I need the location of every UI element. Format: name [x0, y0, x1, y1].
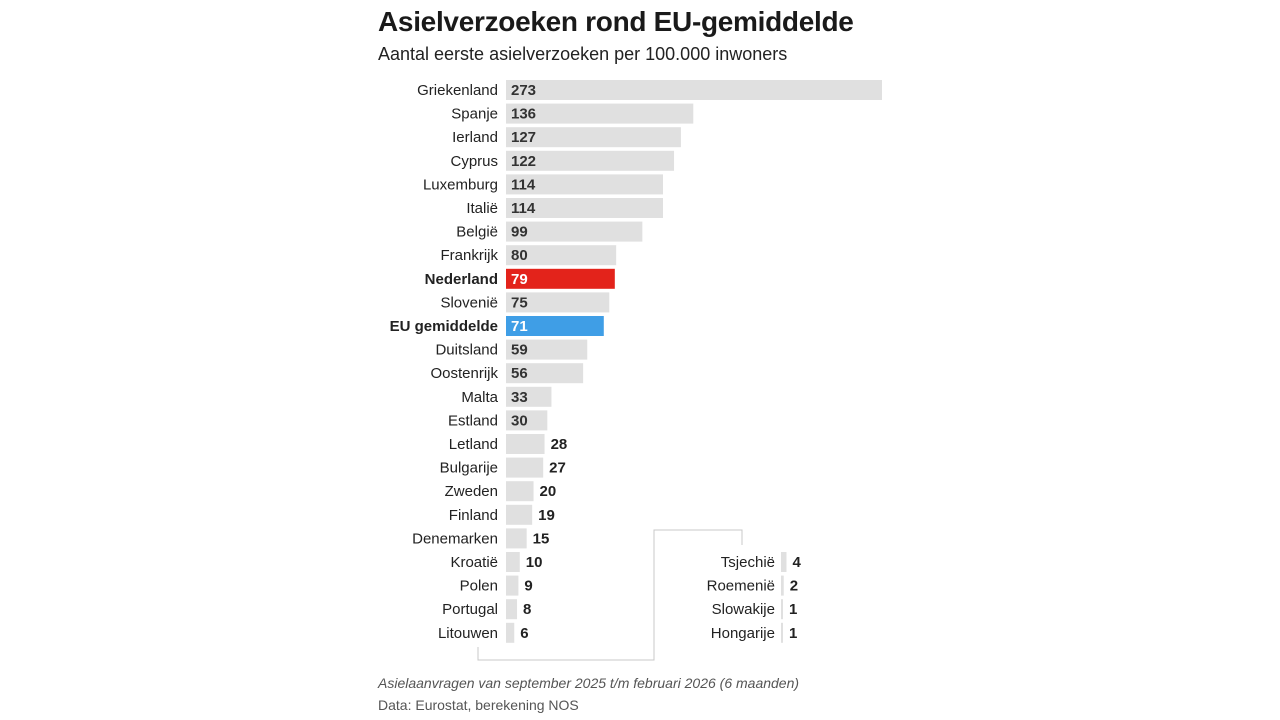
chart-subtitle: Aantal eerste asielverzoeken per 100.000…	[378, 44, 788, 64]
value-label: 20	[540, 483, 557, 500]
category-label: Luxemburg	[423, 176, 498, 193]
bar	[506, 221, 643, 242]
bar	[506, 150, 675, 171]
category-label: Denemarken	[412, 530, 498, 547]
value-label: 15	[533, 530, 550, 547]
bar	[506, 457, 544, 478]
bar	[506, 316, 604, 336]
category-label: Portugal	[442, 601, 498, 618]
connector-line	[477, 529, 743, 661]
category-label: Malta	[461, 389, 498, 406]
value-label: 273	[511, 82, 536, 99]
category-label: Kroatië	[450, 554, 498, 571]
bar	[506, 410, 548, 431]
bar	[506, 599, 518, 620]
value-label: 79	[511, 271, 528, 288]
bar	[781, 599, 783, 620]
bar	[506, 504, 533, 525]
bar	[506, 339, 588, 360]
category-label: Bulgarije	[440, 460, 498, 477]
category-label: Slovenië	[440, 294, 498, 311]
value-label: 122	[511, 153, 536, 170]
bar	[506, 528, 527, 549]
category-label: Letland	[449, 436, 498, 453]
category-label: Hongarije	[711, 625, 775, 642]
category-label: Griekenland	[417, 82, 498, 99]
bar	[506, 198, 664, 218]
category-label: Oostenrijk	[430, 365, 498, 382]
value-label: 1	[789, 601, 797, 618]
bar	[506, 622, 515, 643]
bar	[506, 103, 694, 124]
bar	[506, 552, 520, 572]
bar	[506, 245, 617, 266]
bar	[506, 268, 615, 289]
bar	[506, 363, 584, 384]
bar	[781, 575, 784, 596]
bar	[781, 552, 787, 572]
category-label: Ierland	[452, 129, 498, 146]
bar	[506, 386, 552, 407]
category-label: Cyprus	[450, 153, 498, 170]
category-label: Slowakije	[712, 601, 775, 618]
value-label: 59	[511, 342, 528, 359]
value-label: 19	[538, 507, 555, 524]
value-label: 30	[511, 412, 528, 429]
bar	[506, 127, 681, 148]
value-label: 10	[526, 554, 543, 571]
bar	[506, 174, 664, 195]
value-label: 80	[511, 247, 528, 264]
category-label: Polen	[460, 578, 498, 595]
value-label: 114	[511, 176, 536, 193]
category-label: Spanje	[451, 106, 498, 123]
category-label: België	[456, 224, 498, 241]
value-label: 56	[511, 365, 528, 382]
category-label: Estland	[448, 412, 498, 429]
source-note: Data: Eurostat, berekening NOS	[378, 697, 579, 713]
value-label: 71	[511, 318, 528, 335]
value-label: 2	[790, 578, 798, 595]
value-label: 99	[511, 224, 528, 241]
bar	[506, 575, 519, 596]
value-label: 28	[551, 436, 568, 453]
value-label: 33	[511, 389, 528, 406]
category-label: Italië	[466, 200, 498, 217]
category-label: Finland	[449, 507, 498, 524]
category-label: Frankrijk	[440, 247, 498, 264]
bar	[506, 434, 545, 454]
category-label: Nederland	[425, 271, 498, 288]
category-label: Roemenië	[707, 578, 775, 595]
category-label: EU gemiddelde	[390, 318, 498, 335]
category-label: Litouwen	[438, 625, 498, 642]
value-label: 8	[523, 601, 531, 618]
footnote: Asielaanvragen van september 2025 t/m fe…	[378, 675, 800, 691]
bar	[506, 481, 534, 502]
value-label: 1	[789, 625, 797, 642]
value-label: 136	[511, 106, 536, 123]
category-label: Duitsland	[435, 342, 498, 359]
value-label: 127	[511, 129, 536, 146]
bar	[506, 80, 882, 100]
bar	[781, 622, 783, 643]
value-label: 9	[524, 578, 532, 595]
value-label: 6	[520, 625, 528, 642]
category-label: Tsjechië	[721, 554, 775, 571]
value-label: 114	[511, 200, 536, 217]
chart-title: Asielverzoeken rond EU-gemiddelde	[378, 6, 854, 37]
value-label: 27	[549, 460, 566, 477]
value-label: 4	[793, 554, 802, 571]
category-label: Zweden	[445, 483, 498, 500]
bar	[506, 292, 610, 313]
value-label: 75	[511, 294, 528, 311]
